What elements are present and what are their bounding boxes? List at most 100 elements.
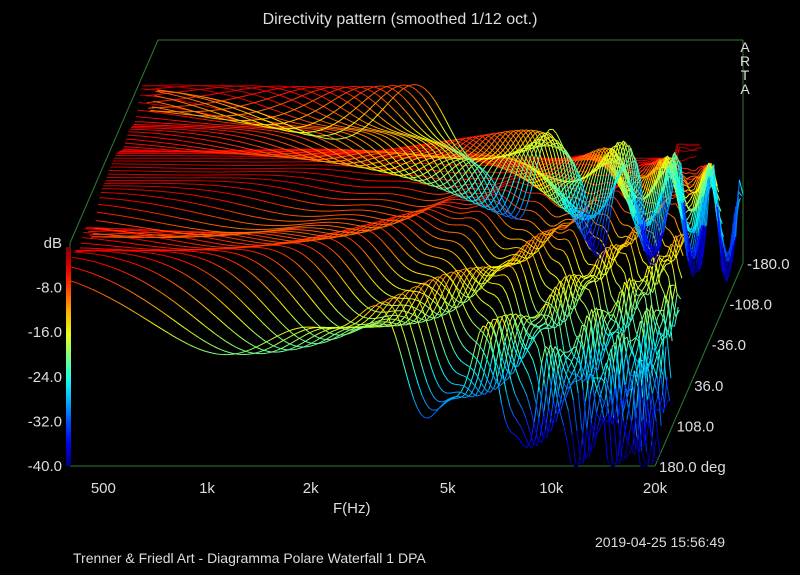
- trace-segment: [395, 286, 400, 289]
- trace-segment: [468, 315, 473, 323]
- trace-segment: [433, 319, 439, 332]
- trace-segment: [271, 293, 277, 298]
- trace-segment: [263, 200, 268, 203]
- trace-segment: [241, 337, 246, 342]
- trace-segment: [117, 258, 122, 261]
- trace-segment: [528, 209, 533, 212]
- trace-segment: [347, 286, 352, 292]
- trace-segment: [385, 261, 390, 267]
- trace-segment: [630, 370, 635, 398]
- trace-segment: [476, 394, 481, 397]
- trace-segment: [197, 244, 202, 246]
- trace-segment: [511, 227, 516, 230]
- trace-segment: [245, 196, 250, 199]
- trace-segment: [321, 312, 327, 317]
- trace-segment: [393, 307, 399, 314]
- trace-segment: [387, 233, 393, 238]
- trace-segment: [648, 371, 654, 396]
- trace-segment: [518, 401, 523, 409]
- trace-segment: [162, 311, 167, 316]
- trace-segment: [520, 208, 525, 211]
- trace-segment: [661, 264, 667, 272]
- trace-segment: [254, 314, 260, 320]
- trace-segment: [200, 221, 205, 224]
- trace-segment: [638, 295, 644, 302]
- trace-segment: [325, 232, 330, 235]
- trace-segment: [542, 261, 548, 269]
- trace-segment: [500, 402, 506, 420]
- trace-segment: [672, 270, 678, 294]
- trace-segment: [481, 282, 486, 285]
- trace-segment: [99, 254, 104, 256]
- trace-segment: [245, 340, 250, 344]
- trace-segment: [456, 255, 461, 260]
- trace-segment: [479, 328, 484, 334]
- trace-segment: [309, 316, 315, 322]
- trace-segment: [422, 283, 427, 286]
- trace-segment: [333, 327, 337, 329]
- trace-segment: [280, 338, 285, 342]
- trace-segment: [300, 208, 305, 211]
- trace-segment: [306, 345, 311, 348]
- trace-segment: [429, 331, 434, 345]
- trace-segment: [610, 331, 616, 337]
- trace-segment: [588, 438, 594, 458]
- trace-segment: [317, 328, 322, 331]
- trace-segment: [263, 303, 268, 309]
- trace-segment: [614, 302, 619, 307]
- trace-segment: [134, 238, 139, 240]
- trace-segment: [118, 214, 123, 217]
- trace-segment: [388, 265, 394, 271]
- trace-segment: [605, 305, 611, 319]
- trace-segment: [531, 239, 537, 245]
- trace-segment: [552, 228, 557, 233]
- trace-segment: [397, 258, 402, 264]
- trace-segment: [247, 205, 252, 208]
- trace-segment: [569, 345, 574, 356]
- trace-segment: [561, 238, 565, 241]
- trace-segment: [381, 256, 387, 262]
- trace-segment: [327, 228, 331, 231]
- trace-segment: [211, 330, 216, 335]
- trace-segment: [76, 257, 80, 259]
- trace-segment: [251, 352, 256, 354]
- trace-segment: [256, 198, 261, 201]
- trace-segment: [521, 251, 527, 257]
- trace-segment: [632, 282, 638, 296]
- trace-segment: [562, 213, 567, 217]
- trace-segment: [642, 378, 647, 423]
- trace-segment: [257, 278, 262, 283]
- trace-segment: [605, 230, 611, 240]
- trace-segment: [613, 417, 618, 461]
- trace-segment: [497, 266, 502, 271]
- trace-segment: [665, 379, 671, 401]
- trace-segment: [364, 270, 370, 276]
- trace-segment: [90, 260, 95, 263]
- trace-segment: [218, 199, 223, 201]
- trace-segment: [635, 280, 640, 283]
- trace-segment: [530, 221, 535, 225]
- trace-segment: [340, 327, 345, 330]
- trace-segment: [513, 415, 518, 422]
- trace-segment: [281, 331, 286, 335]
- trace-segment: [88, 287, 93, 290]
- trace-segment: [297, 330, 302, 334]
- trace-segment: [230, 193, 235, 196]
- trace-segment: [616, 264, 622, 268]
- trace-segment: [228, 210, 233, 213]
- trace-segment: [244, 256, 249, 259]
- trace-segment: [484, 260, 489, 266]
- trace-segment: [583, 453, 589, 461]
- trace-segment: [440, 207, 445, 210]
- trace-segment: [572, 231, 578, 240]
- trace-segment: [608, 316, 613, 323]
- trace-segment: [454, 269, 460, 275]
- trace-segment: [499, 328, 505, 346]
- trace-segment: [413, 316, 418, 322]
- trace-segment: [153, 323, 159, 327]
- trace-segment: [326, 246, 332, 250]
- trace-segment: [485, 303, 490, 307]
- trace-segment: [539, 313, 544, 316]
- trace-segment: [585, 357, 590, 373]
- trace-segment: [429, 205, 434, 209]
